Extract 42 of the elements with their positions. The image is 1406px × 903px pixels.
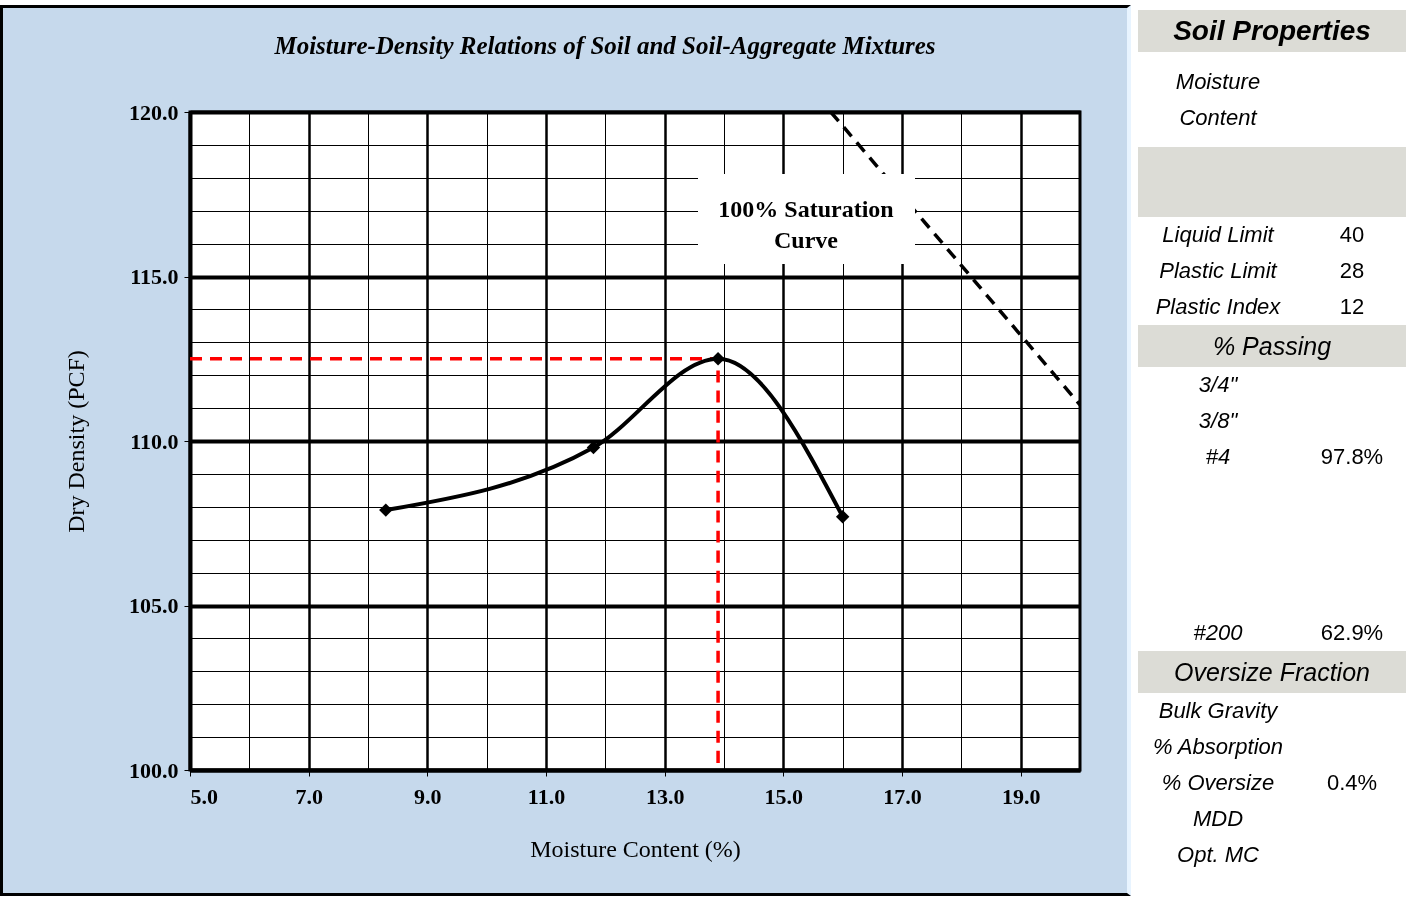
text: 40 [1338,222,1366,248]
x-tick-label: 11.0 [527,783,566,809]
chart-title: Moisture-Density Relations of Soil and Soil-Aggregate Mixtures [273,32,936,59]
x-axis-title: Moisture Content (%) [530,835,741,862]
text: 3/8" [1197,408,1239,434]
x-tick-label: 19.0 [1001,783,1041,809]
x-tick-label: 13.0 [645,783,685,809]
text: 97.8% [1319,444,1385,470]
y-tick-label: 105.0 [129,593,179,618]
x-tick-label: 17.0 [883,783,922,809]
text: MDD [1191,806,1245,832]
x-tick-label: 7.0 [295,783,323,809]
text: % Passing [1138,325,1406,367]
y-tick-label: 120.0 [129,99,179,125]
series-label: 100% Saturation Curve [718,196,894,253]
y-tick-label: 100.0 [129,757,179,783]
x-tick-label: 15.0 [764,783,804,809]
text: Soil Properties [1138,10,1406,52]
text: 28 [1338,258,1366,284]
text: 12 [1338,294,1366,320]
text: Plastic Index [1154,294,1282,320]
text: Oversize Fraction [1138,651,1406,693]
y-tick-label: 110.0 [130,428,179,454]
x-tick-label: 5.0 [190,783,218,809]
text: % Absorption [1151,734,1284,760]
text: % Oversize [1160,770,1276,796]
text: 3/4" [1197,372,1239,398]
text: #200 [1192,620,1244,646]
text: 0.4% [1325,770,1379,796]
text: Bulk Gravity [1157,698,1279,724]
text: Opt. MC [1176,842,1260,868]
text: Moisture Content [1174,67,1262,132]
text: #4 [1204,444,1232,470]
y-tick-label: 115.0 [130,264,179,289]
text: Liquid Limit [1161,222,1276,248]
text: 62.9% [1319,620,1385,646]
point [835,509,850,524]
y-axis-title: Dry Density (PCF) [63,350,89,533]
text: Plastic Limit [1158,258,1279,284]
x-tick-label: 9.0 [414,783,442,809]
point [379,503,393,517]
point [711,352,725,366]
